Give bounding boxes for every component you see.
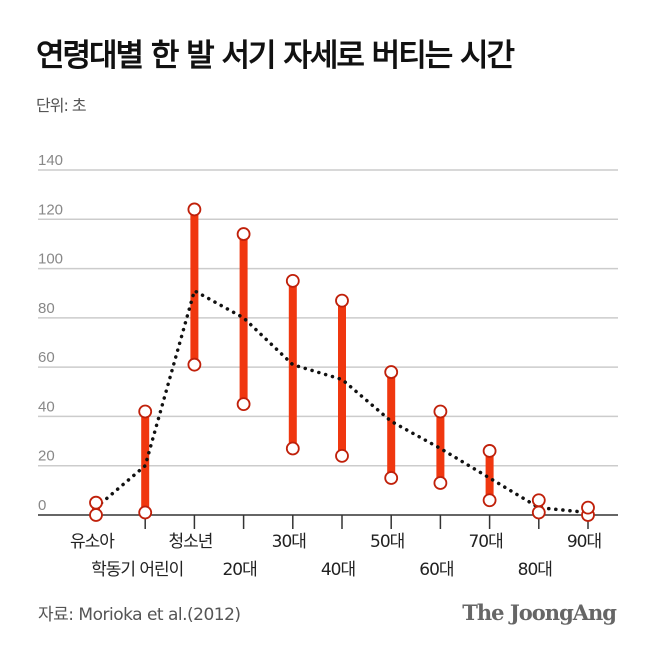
source-note: 자료: Morioka et al.(2012) <box>38 605 241 625</box>
min-marker <box>384 471 399 485</box>
x-tick-label: 50대 <box>370 532 404 552</box>
max-marker <box>89 495 103 510</box>
y-tick-label: 80 <box>38 300 55 317</box>
y-tick-label: 60 <box>38 349 55 366</box>
y-tick-label: 140 <box>38 152 63 169</box>
min-marker <box>335 448 349 463</box>
max-marker <box>236 227 251 241</box>
x-tick-label: 70대 <box>468 532 502 552</box>
x-tick-label: 20대 <box>222 560 256 580</box>
x-tick-label: 60대 <box>419 560 453 580</box>
y-tick-label: 20 <box>38 448 55 465</box>
max-marker <box>187 202 202 217</box>
min-marker <box>285 441 300 456</box>
chart-title: 연령대별 한 발 서기 자세로 버티는 시간 <box>36 38 515 74</box>
y-tick-label: 120 <box>38 201 63 218</box>
max-marker <box>138 404 153 419</box>
min-marker <box>236 397 251 412</box>
x-tick-label: 학동기 어린이 <box>91 560 183 580</box>
x-tick-label: 30대 <box>272 532 306 552</box>
y-tick-label: 40 <box>38 398 55 415</box>
x-tick-label: 90대 <box>567 532 601 552</box>
min-marker <box>138 505 153 520</box>
unit-label: 단위: 초 <box>36 96 87 115</box>
y-tick-label: 0 <box>38 497 46 514</box>
x-tick-label: 유소아 <box>70 532 115 552</box>
max-marker <box>482 444 497 458</box>
publisher-logo: The JoongAng <box>462 600 617 625</box>
min-marker <box>187 357 202 372</box>
min-marker <box>482 493 497 508</box>
min-marker <box>433 476 448 490</box>
max-marker <box>384 365 399 379</box>
x-tick-label: 청소년 <box>168 532 212 552</box>
average-dotted-line <box>94 288 590 515</box>
max-marker <box>531 493 546 508</box>
y-tick-label: 100 <box>38 251 63 268</box>
max-marker <box>335 293 349 308</box>
max-marker <box>285 273 300 288</box>
min-marker <box>531 505 546 520</box>
min-marker <box>89 508 103 522</box>
max-marker <box>433 404 448 419</box>
max-marker <box>581 500 595 515</box>
x-tick-label: 40대 <box>321 560 355 580</box>
x-tick-label: 80대 <box>518 560 552 580</box>
